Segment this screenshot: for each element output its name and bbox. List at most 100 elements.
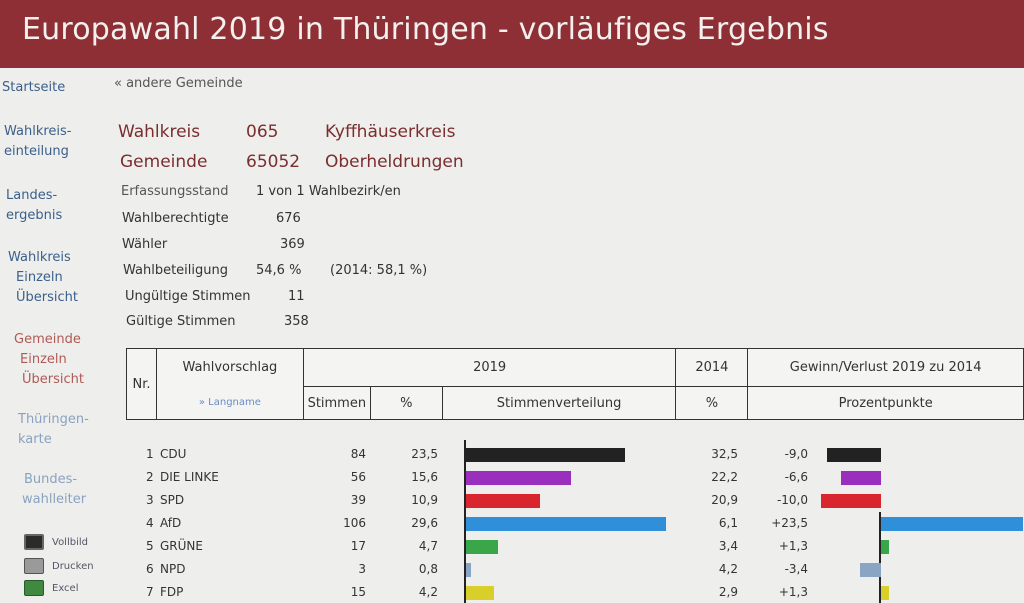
- table-row: 6 NPD 3 0,8 4,2 -3,4: [126, 559, 1024, 582]
- nav-label: Einzeln: [20, 352, 67, 367]
- table-row: 5 GRÜNE 17 4,7 3,4 +1,3: [126, 536, 1024, 559]
- results-table-header: Nr. Wahlvorschlag 2019 2014 Gewinn/Verlu…: [126, 348, 1024, 420]
- row-party: CDU: [160, 447, 187, 461]
- col-wahlvorschlag: Wahlvorschlag: [155, 348, 304, 387]
- excel-label: Excel: [52, 582, 79, 594]
- row-pct: 4,2: [418, 585, 438, 599]
- vollbild-label: Vollbild: [52, 536, 88, 548]
- row-diff: -6,6: [784, 470, 808, 484]
- diff-bar: [860, 563, 881, 577]
- beteiligung-2014: (2014: 58,1 %): [330, 263, 428, 278]
- col-pct-2014: %: [675, 386, 749, 420]
- row-pct: 15,6: [411, 470, 438, 484]
- row-pct-2014: 3,4: [718, 539, 738, 553]
- row-party: FDP: [160, 585, 184, 599]
- nav-wahlkreis-uebersicht[interactable]: Wahlkreis Einzeln Übersicht: [8, 248, 78, 308]
- drucken-button[interactable]: Drucken: [24, 558, 94, 574]
- diff-bar: [881, 540, 889, 554]
- row-diff: +23,5: [771, 516, 808, 530]
- ungueltig-label: Ungültige Stimmen: [125, 289, 251, 304]
- row-diff: +1,3: [778, 539, 808, 553]
- diff-bar: [826, 448, 881, 462]
- nav-wahlkreiseinteilung[interactable]: Wahlkreis- einteilung: [4, 122, 72, 162]
- nav-landesergebnis[interactable]: Landes- ergebnis: [6, 186, 62, 226]
- nav-label: Landes-: [6, 188, 58, 203]
- row-diff: -3,4: [784, 562, 808, 576]
- nav-label: Wahlkreis: [8, 250, 71, 265]
- row-stimmen: 56: [350, 470, 366, 484]
- diff-bar: [841, 471, 881, 485]
- col-2014: 2014: [675, 348, 749, 387]
- erfassung-label: Erfassungsstand: [121, 184, 229, 199]
- row-party: AfD: [160, 516, 182, 530]
- header-banner: Europawahl 2019 in Thüringen - vorläufig…: [0, 0, 1024, 68]
- nav-label: wahlleiter: [22, 492, 87, 507]
- langname-link[interactable]: » Langname: [155, 386, 304, 420]
- diff-axis: [879, 512, 881, 603]
- beteiligung-label: Wahlbeteiligung: [123, 263, 229, 278]
- col-pct: %: [369, 386, 443, 420]
- excel-icon: [24, 580, 44, 596]
- row-pct: 29,6: [411, 516, 438, 530]
- nav-label: Thüringen-: [18, 412, 89, 427]
- row-stimmen: 3: [358, 562, 366, 576]
- gueltig-value: 358: [284, 314, 309, 329]
- row-stimmen: 39: [350, 493, 366, 507]
- gemeinde-nr: 65052: [246, 152, 301, 172]
- wahlkreis-nr: 065: [246, 122, 279, 142]
- row-pct: 23,5: [411, 447, 438, 461]
- row-pct-2014: 4,2: [718, 562, 738, 576]
- nav-label: Wahlkreis-: [4, 124, 72, 139]
- drucken-label: Drucken: [52, 560, 94, 572]
- row-nr: 7: [146, 585, 154, 599]
- verteilung-bar: [466, 540, 498, 554]
- nav-label: Übersicht: [16, 290, 78, 305]
- nav-gemeinde-uebersicht[interactable]: Gemeinde Einzeln Übersicht: [14, 330, 84, 390]
- nav-bundeswahlleiter[interactable]: Bundes- wahlleiter: [22, 470, 86, 510]
- verteilung-bar: [466, 586, 495, 600]
- vollbild-button[interactable]: Vollbild: [24, 534, 88, 550]
- printer-icon: [24, 558, 44, 574]
- row-stimmen: 106: [343, 516, 366, 530]
- col-prozentpunkte: Prozentpunkte: [747, 386, 1024, 420]
- verteilung-bar: [466, 517, 666, 531]
- waehler-label: Wähler: [122, 237, 168, 252]
- row-pct-2014: 20,9: [711, 493, 738, 507]
- beteiligung-value: 54,6 %: [256, 263, 302, 278]
- nav-startseite[interactable]: Startseite: [2, 80, 66, 95]
- nav-label: ergebnis: [6, 208, 63, 223]
- gemeinde-name: Oberheldrungen: [325, 152, 464, 172]
- berechtigte-value: 676: [276, 211, 301, 226]
- gueltig-label: Gültige Stimmen: [126, 314, 236, 329]
- andere-gemeinde-link[interactable]: « andere Gemeinde: [114, 76, 243, 91]
- col-gewinn: Gewinn/Verlust 2019 zu 2014: [747, 348, 1024, 387]
- row-stimmen: 84: [350, 447, 366, 461]
- row-nr: 4: [146, 516, 154, 530]
- verteilung-bar: [466, 563, 472, 577]
- excel-button[interactable]: Excel: [24, 580, 79, 596]
- col-verteilung: Stimmenverteilung: [441, 386, 677, 420]
- wahlkreis-row: Wahlkreis: [118, 122, 200, 142]
- monitor-icon: [24, 534, 44, 550]
- table-row: 4 AfD 106 29,6 6,1 +23,5: [126, 513, 1024, 536]
- table-row: 7 FDP 15 4,2 2,9 +1,3: [126, 582, 1024, 603]
- waehler-value: 369: [280, 237, 305, 252]
- nav-thueringen-karte[interactable]: Thüringen- karte: [18, 410, 89, 450]
- col-stimmen: Stimmen: [302, 386, 371, 420]
- berechtigte-label: Wahlberechtigte: [122, 211, 229, 226]
- diff-bar: [881, 517, 1023, 531]
- results-table-body: 1 CDU 84 23,5 32,5 -9,0 2 DIE LINKE 56 15,6 22,2 -6…: [126, 420, 1024, 603]
- verteilung-axis: [464, 440, 466, 603]
- row-diff: -10,0: [776, 493, 808, 507]
- row-party: DIE LINKE: [160, 470, 219, 484]
- row-party: SPD: [160, 493, 185, 507]
- ungueltig-value: 11: [288, 289, 305, 304]
- nav-label: Bundes-: [24, 472, 78, 487]
- verteilung-bar: [466, 471, 572, 485]
- table-row: 3 SPD 39 10,9 20,9 -10,0: [126, 490, 1024, 513]
- row-pct: 4,7: [418, 539, 438, 553]
- nav-label: Gemeinde: [14, 332, 81, 347]
- row-pct-2014: 6,1: [718, 516, 738, 530]
- row-nr: 5: [146, 539, 154, 553]
- nav-label: Einzeln: [16, 270, 63, 285]
